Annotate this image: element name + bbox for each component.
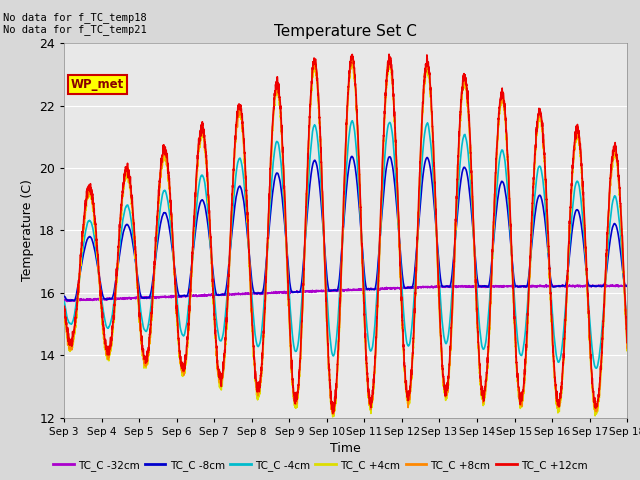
Text: WP_met: WP_met (71, 78, 124, 91)
Legend: TC_C -32cm, TC_C -8cm, TC_C -4cm, TC_C +4cm, TC_C +8cm, TC_C +12cm: TC_C -32cm, TC_C -8cm, TC_C -4cm, TC_C +… (49, 456, 591, 475)
Title: Temperature Set C: Temperature Set C (274, 24, 417, 39)
Text: No data for f_TC_temp18
No data for f_TC_temp21: No data for f_TC_temp18 No data for f_TC… (3, 12, 147, 36)
X-axis label: Time: Time (330, 442, 361, 455)
Y-axis label: Temperature (C): Temperature (C) (20, 180, 33, 281)
